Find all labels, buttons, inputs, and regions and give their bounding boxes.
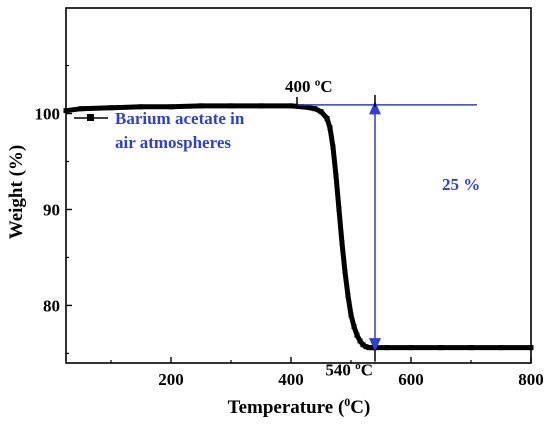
data-point [78,106,84,112]
data-point [288,103,294,109]
data-point [351,324,357,330]
data-point [408,345,414,351]
x-tick-label: 200 [158,370,184,389]
data-point [345,293,351,299]
legend-label-line1: Barium acetate in [115,109,245,128]
data-point [498,345,504,351]
data-point [438,345,444,351]
data-point [168,104,174,110]
data-point [324,115,330,121]
data-point [357,338,363,344]
legend: Barium acetate in air atmospheres [74,109,245,152]
axes: 200 400 600 800 80 90 100 [35,7,544,389]
x-axis-title-main: Temperature ( [228,397,345,418]
end-temperature-label: 540 ºC [325,361,373,380]
x-tick-label: 400 [278,370,304,389]
y-axis-title: Weight (%) [6,145,27,239]
data-point [198,103,204,109]
data-point [468,345,474,351]
y-tick-label: 80 [43,296,60,315]
data-point [339,240,345,246]
data-point [300,104,306,110]
data-point [384,345,390,351]
data-point [360,342,366,348]
data-point [372,345,378,351]
data-point [336,206,342,212]
y-tick-label: 90 [43,200,60,219]
data-point [108,105,114,111]
data-point [354,332,360,338]
legend-label-line2: air atmospheres [115,133,231,152]
annotations: 400 ºC 540 ºC 25 % [285,77,480,380]
x-tick-label: 800 [518,370,544,389]
data-point [330,144,336,150]
data-point [258,103,264,109]
data-point [312,106,318,112]
data-point [333,173,339,179]
plot-frame [65,7,532,364]
data-point [138,104,144,110]
onset-temperature-label: 400 ºC [285,77,333,96]
x-axis-title-end: C) [350,397,370,418]
data-point [363,344,369,350]
x-axis-title: Temperature (0C) [228,395,371,418]
weight-loss-label: 25 % [442,175,480,194]
x-tick-label: 600 [398,370,424,389]
data-point [348,312,354,318]
legend-marker [87,114,94,121]
data-point [342,269,348,275]
data-point [327,125,333,131]
data-point [228,103,234,109]
y-tick-label: 100 [35,105,61,124]
data-point [318,109,324,115]
x-axis-title-sup: 0 [344,395,350,409]
